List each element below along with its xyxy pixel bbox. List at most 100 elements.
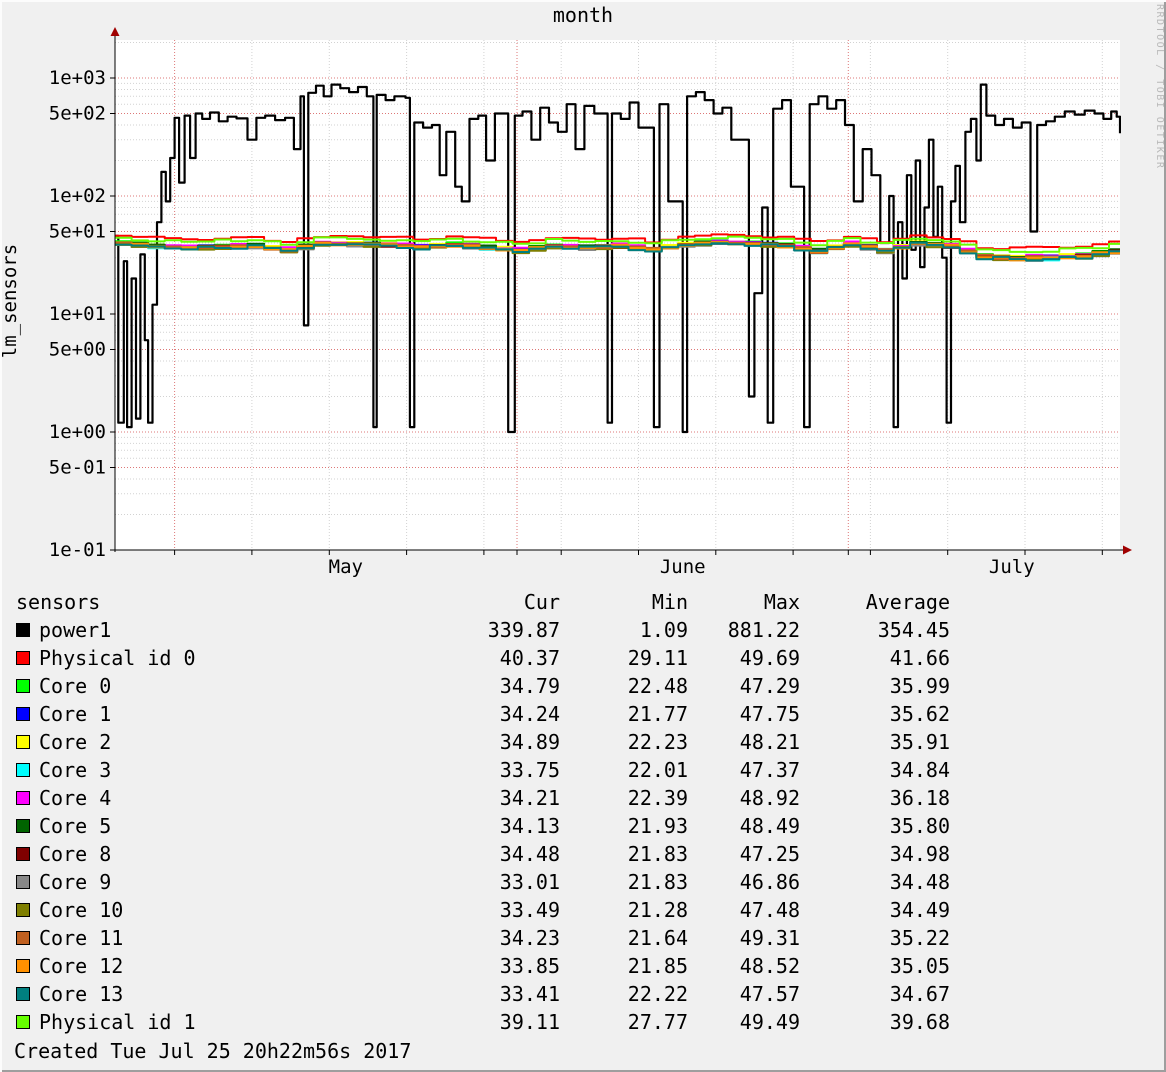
- svg-text:1e+03: 1e+03: [49, 67, 106, 89]
- series-max: 48.49: [739, 814, 800, 838]
- series-cur: 34.79: [499, 674, 560, 698]
- svg-text:5e-01: 5e-01: [49, 457, 106, 479]
- series-label: Physical id 0: [0, 644, 430, 672]
- series-min: 22.48: [627, 674, 688, 698]
- series-average: 41.66: [889, 646, 950, 670]
- chart-canvas: 1e+03 5e+02 1e+02 5e+01 1e+01 5e+00 1e+00 5e-01…: [49, 27, 1132, 578]
- series-color-swatch: [16, 902, 30, 917]
- series-cur: 33.85: [499, 954, 560, 978]
- series-average: 34.84: [889, 758, 950, 782]
- series-cur: 339.87: [487, 618, 560, 642]
- series-cur: 39.11: [499, 1010, 560, 1034]
- legend-row: Core 3 33.75 22.01 47.37 34.84: [0, 756, 1166, 784]
- series-label: Core 12: [0, 952, 430, 980]
- series-cur: 33.75: [499, 758, 560, 782]
- series-min: 22.01: [627, 758, 688, 782]
- series-label: Core 9: [0, 868, 430, 896]
- axis-arrows: [110, 27, 1132, 555]
- legend-col-max: Max: [763, 590, 800, 614]
- series-label: Core 8: [0, 840, 430, 868]
- series-label: Core 10: [0, 896, 430, 924]
- series-label: Core 11: [0, 924, 430, 952]
- series-physical-id-1: [115, 235, 1120, 254]
- legend-row: Core 11 34.23 21.64 49.31 35.22: [0, 924, 1166, 952]
- series-max: 46.86: [739, 870, 800, 894]
- series-min: 21.28: [627, 898, 688, 922]
- legend-row: Physical id 1 39.11 27.77 49.49 39.68: [0, 1008, 1166, 1036]
- legend-row: power1 339.87 1.09 881.22 354.45: [0, 616, 1166, 644]
- series-cur: 33.41: [499, 982, 560, 1006]
- svg-text:May: May: [329, 556, 363, 578]
- series-label: Core 1: [0, 700, 430, 728]
- svg-text:5e+02: 5e+02: [49, 103, 106, 125]
- series-min: 21.85: [627, 954, 688, 978]
- legend-row: Core 1 34.24 21.77 47.75 35.62: [0, 700, 1166, 728]
- series-max: 49.31: [739, 926, 800, 950]
- x-tick-labels: May June July: [329, 556, 1035, 578]
- series-min: 22.22: [627, 982, 688, 1006]
- svg-text:1e+02: 1e+02: [49, 185, 106, 207]
- legend-row: Core 2 34.89 22.23 48.21 35.91: [0, 728, 1166, 756]
- series-group: [115, 83, 1121, 434]
- series-label: Core 2: [0, 728, 430, 756]
- series-color-swatch: [16, 1014, 30, 1029]
- series-average: 36.18: [889, 786, 950, 810]
- series-color-swatch: [16, 818, 30, 833]
- legend-row: Core 0 34.79 22.48 47.29 35.99: [0, 672, 1166, 700]
- series-label: power1: [0, 616, 430, 644]
- series-color-swatch: [16, 986, 30, 1001]
- series-average: 354.45: [877, 618, 950, 642]
- series-label: Core 0: [0, 672, 430, 700]
- series-average: 34.98: [889, 842, 950, 866]
- legend-header: sensors Cur Min Max Average: [0, 588, 1166, 616]
- series-average: 35.22: [889, 926, 950, 950]
- series-min: 21.83: [627, 870, 688, 894]
- svg-text:1e+00: 1e+00: [49, 421, 106, 443]
- series-min: 29.11: [627, 646, 688, 670]
- legend-row: Core 9 33.01 21.83 46.86 34.48: [0, 868, 1166, 896]
- series-min: 22.39: [627, 786, 688, 810]
- svg-text:1e-01: 1e-01: [49, 539, 106, 561]
- series-label: Physical id 1: [0, 1008, 430, 1036]
- series-core-13: [115, 241, 1120, 262]
- legend-col-min: Min: [651, 590, 688, 614]
- legend-col-cur: Cur: [523, 590, 560, 614]
- svg-text:5e+00: 5e+00: [49, 339, 106, 361]
- series-physical-id-0: [115, 233, 1120, 251]
- series-max: 881.22: [727, 618, 800, 642]
- series-cur: 34.48: [499, 842, 560, 866]
- rrdtool-watermark: RRDTOOL / TOBI OETIKER: [1154, 4, 1165, 170]
- series-average: 35.91: [889, 730, 950, 754]
- svg-text:July: July: [989, 556, 1035, 578]
- series-max: 47.48: [739, 898, 800, 922]
- chart-title: month: [552, 3, 614, 27]
- series-color-swatch: [16, 762, 30, 777]
- series-max: 47.75: [739, 702, 800, 726]
- legend-row: Core 12 33.85 21.85 48.52 35.05: [0, 952, 1166, 980]
- series-average: 35.99: [889, 674, 950, 698]
- series-average: 34.48: [889, 870, 950, 894]
- series-min: 22.23: [627, 730, 688, 754]
- series-min: 1.09: [639, 618, 688, 642]
- legend-row: Core 4 34.21 22.39 48.92 36.18: [0, 784, 1166, 812]
- series-cur: 34.13: [499, 814, 560, 838]
- series-cur: 34.24: [499, 702, 560, 726]
- series-color-swatch: [16, 622, 30, 637]
- series-color-swatch: [16, 678, 30, 693]
- series-max: 47.25: [739, 842, 800, 866]
- series-min: 21.77: [627, 702, 688, 726]
- series-max: 49.69: [739, 646, 800, 670]
- series-cur: 33.01: [499, 870, 560, 894]
- legend-row: Core 8 34.48 21.83 47.25 34.98: [0, 840, 1166, 868]
- series-max: 48.21: [739, 730, 800, 754]
- series-cur: 34.21: [499, 786, 560, 810]
- series-color-swatch: [16, 930, 30, 945]
- series-max: 47.57: [739, 982, 800, 1006]
- legend-title: sensors: [16, 590, 101, 614]
- series-max: 48.52: [739, 954, 800, 978]
- svg-text:5e+01: 5e+01: [49, 221, 106, 243]
- series-min: 21.93: [627, 814, 688, 838]
- series-average: 35.80: [889, 814, 950, 838]
- series-min: 21.83: [627, 842, 688, 866]
